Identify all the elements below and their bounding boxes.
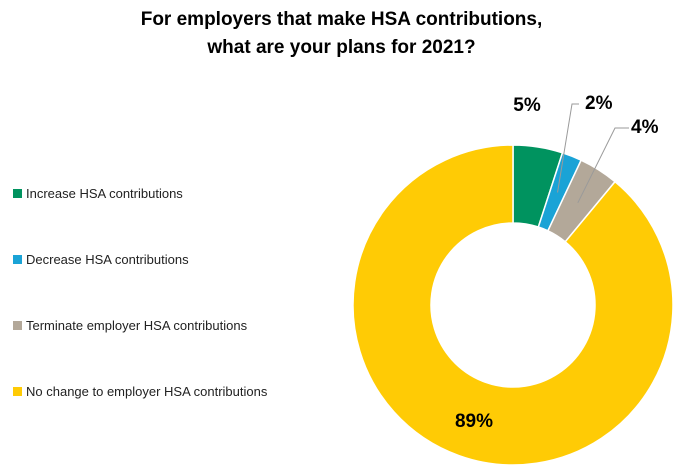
data-labels: 5% 2% 4% 89% [455, 93, 659, 432]
legend-item-terminate: Terminate employer HSA contributions [13, 316, 267, 334]
legend-swatch-decrease [13, 254, 22, 264]
chart-title: For employers that make HSA contribution… [0, 6, 683, 62]
chart-title-line-2: what are your plans for 2021? [207, 37, 476, 58]
legend-swatch-increase [13, 188, 22, 198]
chart-legend: Increase HSA contributions Decrease HSA … [13, 184, 267, 400]
chart-title-line-1: For employers that make HSA contribution… [140, 9, 543, 30]
legend-label-increase: Increase HSA contributions [26, 185, 183, 201]
data-label-no-change: 89% [455, 411, 493, 432]
donut-slices [352, 144, 674, 466]
label-leader-lines [557, 103, 629, 204]
legend-swatch-terminate [13, 320, 22, 330]
donut-slice-no-change [352, 144, 674, 466]
data-label-decrease: 2% [585, 93, 613, 114]
legend-item-decrease: Decrease HSA contributions [13, 250, 267, 268]
legend-item-no-change: No change to employer HSA contributions [13, 382, 267, 400]
data-label-terminate: 4% [631, 117, 659, 138]
leader-line-decrease [557, 103, 579, 193]
leader-line-terminate [577, 127, 629, 204]
legend-swatch-no-change [13, 386, 22, 396]
legend-label-terminate: Terminate employer HSA contributions [26, 317, 248, 333]
legend-label-decrease: Decrease HSA contributions [26, 251, 189, 267]
legend-item-increase: Increase HSA contributions [13, 184, 267, 202]
data-label-increase: 5% [513, 95, 541, 116]
legend-label-no-change: No change to employer HSA contributions [26, 383, 268, 399]
